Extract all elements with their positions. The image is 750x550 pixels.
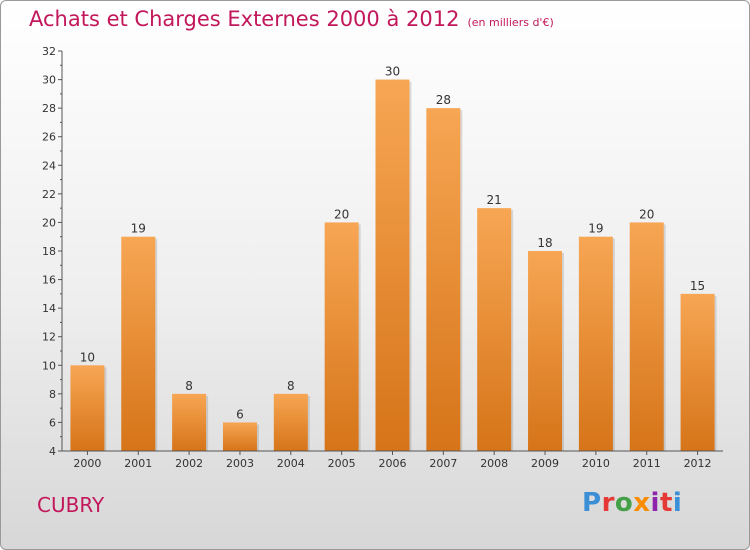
data-label: 8 (185, 379, 193, 393)
data-label: 18 (537, 236, 552, 250)
data-label: 10 (80, 350, 95, 364)
x-tick-label: 2002 (175, 457, 203, 470)
bar (477, 208, 512, 451)
y-tick-label: 18 (42, 245, 56, 258)
data-label: 20 (639, 207, 654, 221)
bar (324, 222, 359, 451)
y-axis: 4 6 8 10 12 14 16 18 20 22 24 26 28 30 32 (42, 45, 63, 458)
bar (375, 79, 410, 452)
bar (273, 393, 308, 451)
data-label: 21 (487, 193, 502, 207)
bar (172, 393, 207, 451)
city-name: CUBRY (37, 493, 105, 517)
data-label: 8 (287, 379, 295, 393)
y-tick-label: 26 (42, 131, 56, 144)
y-tick-label: 28 (42, 102, 56, 115)
data-label: 19 (131, 222, 146, 236)
y-tick-label: 30 (42, 74, 56, 87)
bar (680, 293, 715, 451)
bar (121, 236, 156, 451)
bar (222, 422, 257, 451)
y-tick-label: 4 (49, 445, 56, 458)
bar (578, 236, 613, 451)
chart-subtitle: (en milliers d'€) (467, 16, 554, 29)
bar (426, 108, 461, 452)
logo-letter: i (650, 488, 660, 518)
y-tick-label: 10 (42, 359, 56, 372)
x-tick-label: 2010 (582, 457, 610, 470)
x-tick-label: 2000 (73, 457, 101, 470)
y-tick-label: 22 (42, 188, 56, 201)
logo-letter: P (582, 488, 602, 518)
data-label: 20 (334, 207, 349, 221)
x-tick-label: 2007 (429, 457, 457, 470)
proxiti-logo[interactable]: Proxiti (582, 488, 682, 518)
bars: 10 19 8 6 8 20 30 28 21 18 19 20 15 (70, 65, 717, 452)
data-label: 19 (588, 222, 603, 236)
x-tick-label: 2011 (633, 457, 661, 470)
y-tick-label: 6 (49, 416, 56, 429)
data-label: 30 (385, 65, 400, 79)
x-tick-label: 2006 (379, 457, 407, 470)
chart-title-text: Achats et Charges Externes 2000 à 2012 (29, 7, 460, 31)
bar (629, 222, 664, 451)
chart-title: Achats et Charges Externes 2000 à 2012 (e… (29, 7, 554, 31)
y-tick-label: 14 (42, 302, 56, 315)
y-tick-label: 12 (42, 331, 56, 344)
logo-letter: o (614, 488, 634, 518)
y-tick-label: 16 (42, 274, 56, 287)
y-tick-label: 32 (42, 45, 56, 58)
x-tick-label: 2008 (480, 457, 508, 470)
x-tick-label: 2012 (684, 457, 712, 470)
y-tick-label: 24 (42, 159, 56, 172)
x-tick-label: 2004 (277, 457, 305, 470)
x-axis: 2000 2001 2002 2003 2004 2005 2006 2007 2008 2009… (62, 450, 723, 470)
logo-letter: i (672, 488, 683, 518)
data-label: 6 (236, 407, 244, 421)
logo-letter: x (633, 488, 651, 518)
x-tick-label: 2005 (328, 457, 356, 470)
data-label: 15 (690, 279, 705, 293)
y-tick-label: 8 (49, 388, 56, 401)
bar (70, 365, 105, 451)
bar (528, 251, 563, 451)
x-tick-label: 2001 (124, 457, 152, 470)
x-tick-label: 2003 (226, 457, 254, 470)
logo-letter: r (601, 488, 615, 518)
logo-letter: t (659, 488, 673, 518)
y-tick-label: 20 (42, 216, 56, 229)
x-tick-label: 2009 (531, 457, 559, 470)
data-label: 28 (436, 93, 451, 107)
